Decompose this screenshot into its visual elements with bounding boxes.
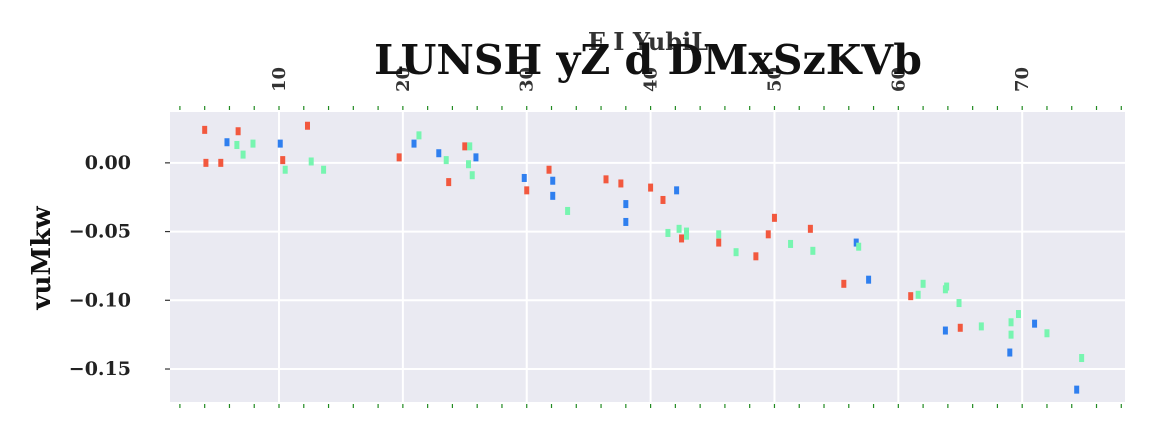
data-point bbox=[1032, 319, 1038, 328]
data-point bbox=[623, 217, 629, 226]
data-point bbox=[676, 224, 682, 233]
data-point bbox=[1079, 354, 1085, 363]
data-points bbox=[202, 121, 1085, 394]
data-point bbox=[603, 175, 609, 184]
x-minor-ticks bbox=[179, 106, 1122, 408]
y-tick-label: 0.00 bbox=[85, 152, 131, 174]
x-tick-label: 20 bbox=[393, 67, 414, 92]
data-point bbox=[684, 227, 690, 236]
data-point bbox=[280, 156, 286, 165]
data-point bbox=[623, 200, 629, 209]
data-point bbox=[716, 230, 722, 239]
x-tick-label: 60 bbox=[888, 67, 909, 92]
data-point bbox=[308, 157, 314, 166]
data-point bbox=[235, 127, 241, 136]
y-axis-label: vuMkw bbox=[27, 206, 57, 311]
data-point bbox=[250, 139, 256, 148]
data-point bbox=[1015, 310, 1021, 319]
y-tick-label: −0.10 bbox=[69, 289, 131, 311]
y-ticks: 0.00 −0.05 −0.10 −0.15 bbox=[69, 152, 170, 380]
data-point bbox=[218, 158, 224, 167]
data-point bbox=[473, 153, 479, 162]
data-point bbox=[944, 282, 950, 291]
data-point bbox=[416, 131, 422, 140]
data-point bbox=[462, 142, 468, 151]
x-tick-label: 10 bbox=[269, 67, 290, 92]
data-point bbox=[753, 252, 759, 261]
data-point bbox=[660, 195, 666, 204]
grid-lines bbox=[170, 112, 1125, 402]
data-point bbox=[436, 149, 442, 158]
data-point bbox=[443, 156, 449, 165]
x-axis-label: F I YubiL bbox=[588, 27, 708, 56]
data-point bbox=[788, 239, 794, 248]
data-point bbox=[618, 179, 624, 188]
chart-title: LUNSH yZ d DMxSzKVb bbox=[374, 36, 922, 84]
data-point bbox=[1008, 318, 1014, 327]
data-point bbox=[942, 326, 948, 335]
data-point bbox=[978, 322, 984, 331]
data-point bbox=[304, 121, 310, 130]
data-point bbox=[321, 165, 327, 174]
data-point bbox=[202, 125, 208, 134]
data-point bbox=[807, 224, 813, 233]
data-point bbox=[521, 173, 527, 182]
data-point bbox=[733, 248, 739, 257]
data-point bbox=[674, 186, 680, 195]
data-point bbox=[1074, 385, 1080, 394]
x-tick-labels: 10 20 30 40 50 60 70 bbox=[269, 67, 1033, 92]
data-point bbox=[466, 160, 472, 169]
data-point bbox=[810, 246, 816, 255]
data-point bbox=[467, 142, 473, 151]
data-point bbox=[565, 206, 571, 215]
data-point bbox=[1008, 330, 1014, 339]
data-point bbox=[856, 242, 862, 251]
data-point bbox=[469, 171, 475, 180]
data-point bbox=[396, 153, 402, 162]
data-point bbox=[550, 176, 556, 185]
data-point bbox=[546, 165, 552, 174]
data-point bbox=[841, 279, 847, 288]
data-point bbox=[908, 292, 914, 301]
data-point bbox=[203, 158, 209, 167]
data-point bbox=[550, 191, 556, 200]
data-point bbox=[957, 323, 963, 332]
data-point bbox=[771, 213, 777, 222]
data-point bbox=[1007, 348, 1013, 357]
data-point bbox=[716, 238, 722, 247]
data-point bbox=[234, 140, 240, 149]
data-point bbox=[679, 234, 685, 243]
data-point bbox=[1044, 329, 1050, 338]
data-point bbox=[277, 139, 283, 148]
data-point bbox=[956, 299, 962, 308]
data-point bbox=[224, 138, 230, 147]
data-point bbox=[765, 230, 771, 239]
plot-background bbox=[170, 112, 1125, 402]
x-tick-label: 30 bbox=[517, 67, 538, 92]
data-point bbox=[684, 231, 690, 240]
y-tick-label: −0.15 bbox=[69, 358, 131, 380]
data-point bbox=[665, 228, 671, 237]
data-point bbox=[648, 183, 654, 192]
data-point bbox=[915, 290, 921, 299]
data-point bbox=[524, 186, 530, 195]
y-tick-label: −0.05 bbox=[69, 221, 131, 243]
x-tick-label: 40 bbox=[641, 67, 662, 92]
x-tick-label: 50 bbox=[764, 67, 785, 92]
data-point bbox=[282, 165, 288, 174]
data-point bbox=[240, 150, 246, 159]
data-point bbox=[853, 238, 859, 247]
data-point bbox=[446, 178, 452, 187]
x-tick-label: 70 bbox=[1012, 67, 1033, 92]
data-point bbox=[866, 275, 872, 284]
data-point bbox=[411, 139, 417, 148]
data-point bbox=[920, 279, 926, 288]
